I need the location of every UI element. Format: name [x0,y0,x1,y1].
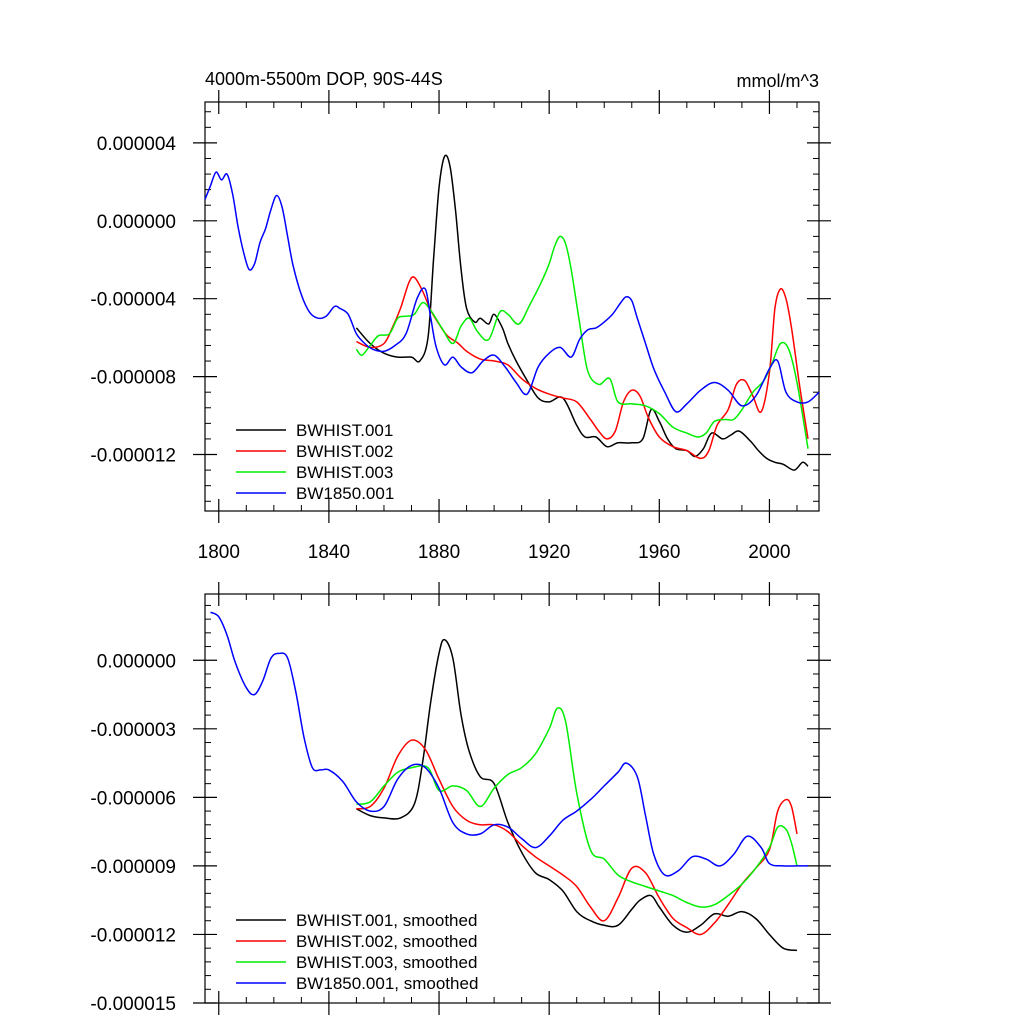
bottom-panel: 0.000000 -0.000003 -0.000006 -0.000009 -0.00… [90,582,831,1015]
legend-label: BW1850.001 [296,484,394,503]
y-tick-label: 0.000000 [97,651,176,672]
x-tick-label: 1880 [418,542,460,563]
series-line [356,707,798,908]
legend-label: BW1850.001, smoothed [296,974,478,993]
y-tick-label: -0.000009 [90,857,176,878]
y-tick-label: -0.000006 [90,788,176,809]
y-tick-label: -0.000008 [90,368,176,389]
units-label: mmol/m^3 [737,71,819,91]
x-tick-label: 1920 [528,542,570,563]
y-tick-label: 0.000004 [97,134,177,155]
legend-label: BWHIST.003 [296,463,393,482]
series-line [210,611,808,877]
x-tick-label: 1840 [308,542,350,563]
y-tick-label: -0.000012 [90,925,176,946]
legend-label: BWHIST.001, smoothed [296,911,477,930]
plot-frame [204,593,820,1004]
chart-title: 4000m-5500m DOP, 90S-44S [205,69,443,89]
x-tick-label: 1960 [638,542,680,563]
plot-frame [204,101,820,512]
series-line [355,235,809,449]
series-line [204,171,820,413]
legend-label: BWHIST.002, smoothed [296,932,477,951]
top-panel: 1800 1840 1880 1920 1960 2000 0.000004 0.000000… [90,69,831,563]
x-tick-label: 2000 [748,542,790,563]
series-line [356,638,798,952]
legend-label: BWHIST.003, smoothed [296,953,477,972]
y-tick-label: 0.000000 [97,212,176,233]
y-tick-label: -0.000004 [90,290,176,311]
x-tick-label: 1800 [198,542,240,563]
legend-label: BWHIST.002 [296,442,393,461]
y-tick-label: -0.000003 [90,720,176,741]
series-line [356,739,798,936]
y-tick-label: -0.000012 [90,446,176,467]
series-line [355,154,809,471]
y-tick-label: -0.000015 [90,994,176,1015]
legend-label: BWHIST.001 [296,421,393,440]
